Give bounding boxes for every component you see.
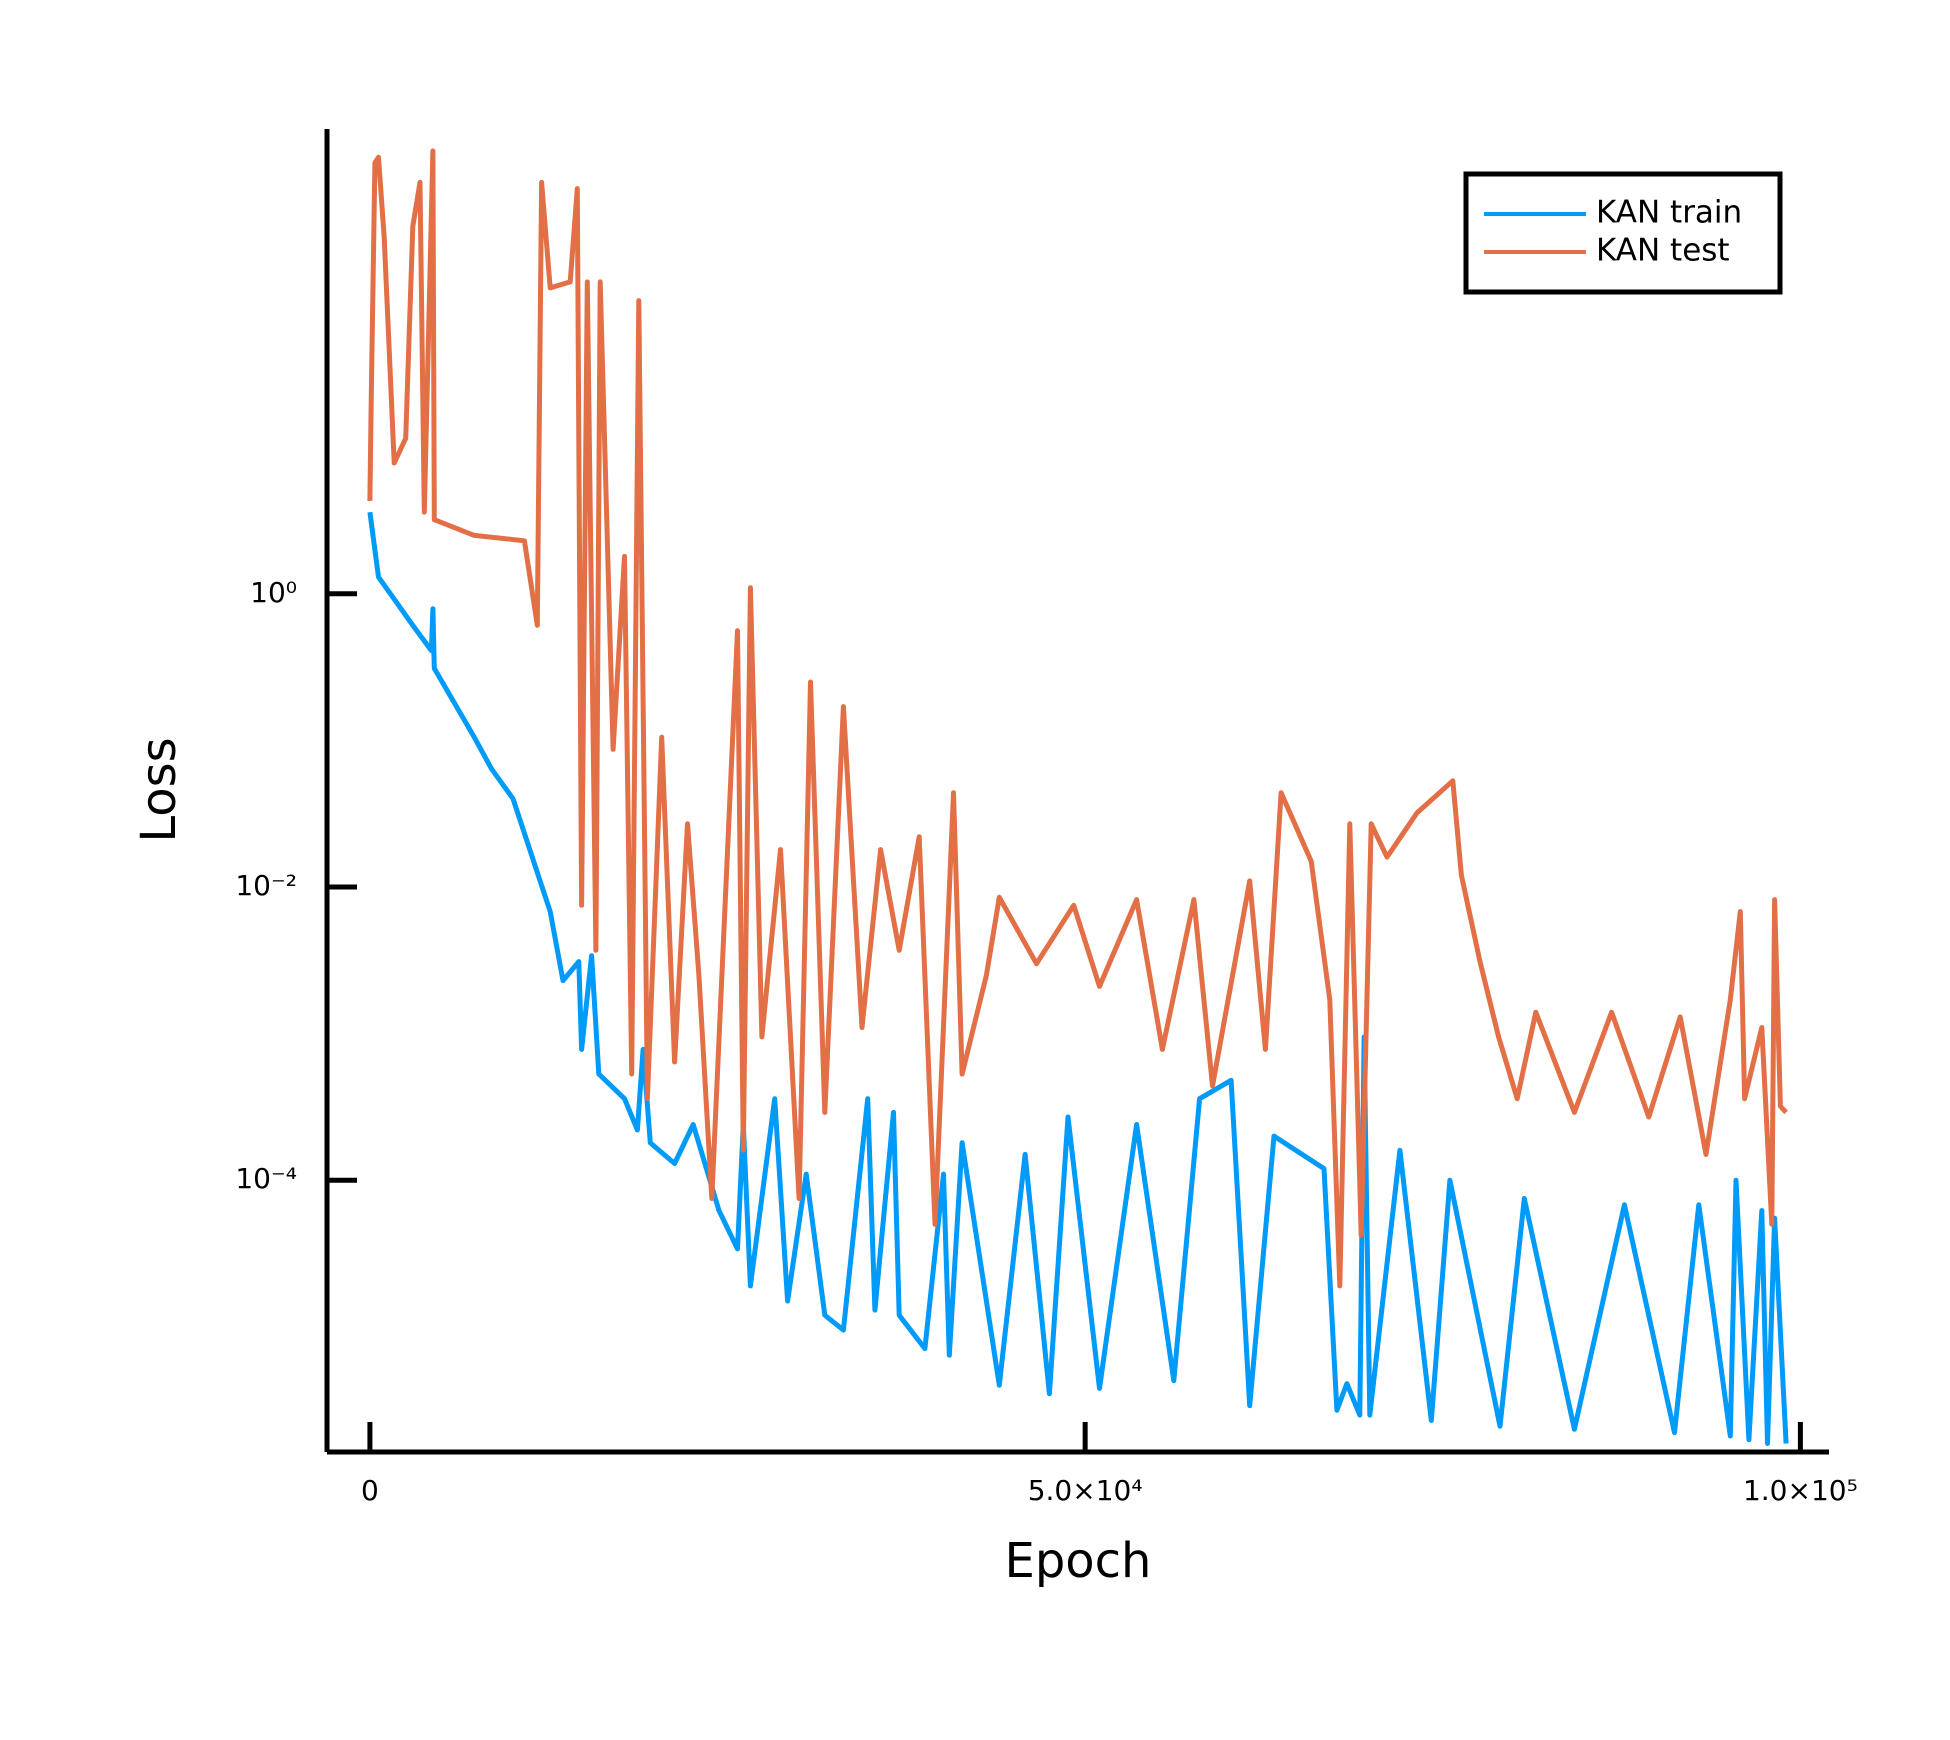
x-tick-label: 1.0×10⁵ xyxy=(1743,1474,1858,1507)
y-axis-label: Loss xyxy=(131,737,187,842)
legend-label: KAN test xyxy=(1596,233,1730,269)
y-tick-label: 10⁰ xyxy=(250,576,297,609)
y-tick-label: 10⁻⁴ xyxy=(235,1162,297,1195)
x-axis-label: Epoch xyxy=(1005,1533,1152,1589)
legend-box xyxy=(1463,171,1783,295)
y-tick-label: 10⁻² xyxy=(235,869,297,902)
x-tick-label: 5.0×10⁴ xyxy=(1028,1474,1143,1507)
series-line xyxy=(367,511,1789,1446)
legend-label: KAN train xyxy=(1596,195,1742,231)
x-tick-label: 0 xyxy=(361,1474,379,1507)
series-line xyxy=(367,148,1788,1289)
